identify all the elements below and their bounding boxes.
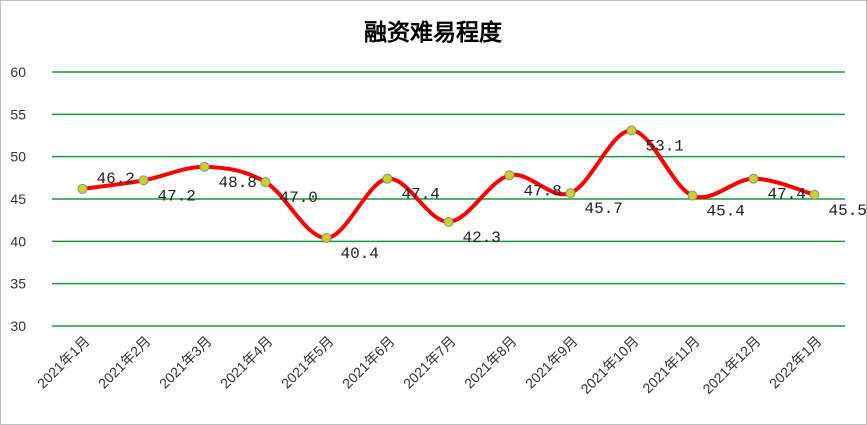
y-tick-label: 55 (10, 106, 26, 122)
marker (809, 189, 820, 200)
data-label: 45.7 (585, 200, 623, 218)
marker (504, 170, 515, 181)
y-tick-label: 35 (10, 276, 26, 292)
y-tick-label: 50 (10, 149, 26, 165)
chart-title: 融资难易程度 (364, 19, 503, 45)
marker (77, 183, 88, 194)
marker (748, 173, 759, 184)
data-label: 45.5 (829, 202, 867, 220)
data-label: 53.1 (646, 137, 684, 155)
data-label: 42.3 (463, 229, 501, 247)
marker (565, 188, 576, 199)
marker (138, 175, 149, 186)
marker (382, 173, 393, 184)
marker (443, 216, 454, 227)
data-label: 47.2 (158, 187, 196, 205)
y-tick-label: 40 (10, 233, 26, 249)
marker (321, 232, 332, 243)
data-label: 48.8 (219, 174, 257, 192)
data-label: 40.4 (341, 245, 379, 263)
marker (687, 190, 698, 201)
data-label: 47.8 (524, 182, 562, 200)
y-tick-label: 45 (10, 191, 26, 207)
marker (260, 177, 271, 188)
data-label: 47.4 (402, 186, 440, 204)
data-label: 46.2 (97, 170, 135, 188)
marker (199, 161, 210, 172)
y-tick-label: 60 (10, 64, 26, 80)
data-label: 47.4 (768, 186, 806, 204)
data-label: 47.0 (280, 189, 318, 207)
y-tick-label: 30 (10, 318, 26, 334)
marker (626, 125, 637, 136)
data-label: 45.4 (707, 203, 745, 221)
